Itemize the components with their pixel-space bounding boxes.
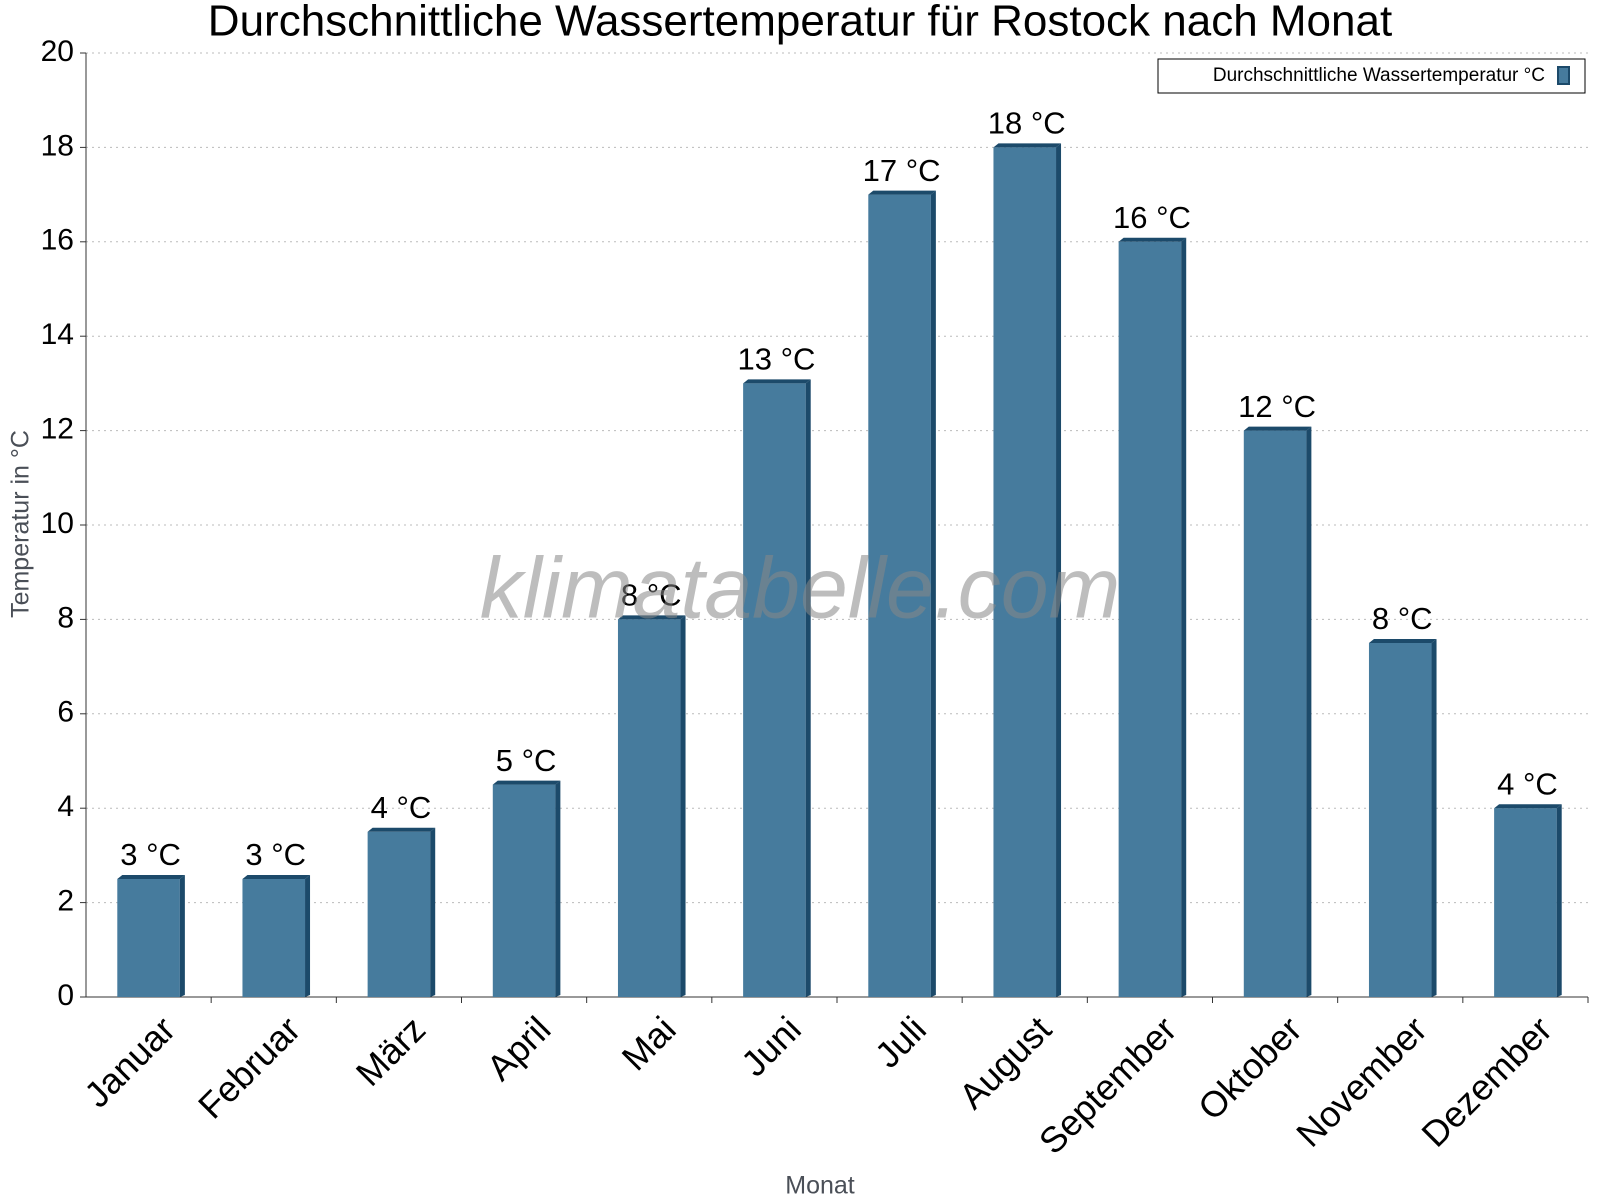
- bar-top: [1243, 426, 1312, 431]
- bar: [617, 615, 686, 997]
- bar-face: [1368, 643, 1432, 997]
- bar-face: [367, 831, 431, 997]
- value-label: 8 °C: [621, 578, 682, 613]
- bar-side: [1431, 639, 1437, 997]
- bar-top: [117, 875, 185, 879]
- bar-top: [1494, 804, 1562, 809]
- x-tick-label: Juni: [733, 1008, 809, 1084]
- legend: Durchschnittliche Wassertemperatur °C: [1157, 58, 1586, 94]
- x-tick-label: Oktober: [1190, 1008, 1310, 1128]
- bar-side: [430, 827, 436, 997]
- bar: [242, 875, 311, 997]
- bar-top: [993, 143, 1062, 148]
- bar: [1494, 804, 1562, 997]
- y-tick-label: 2: [57, 885, 74, 918]
- bar: [1368, 639, 1437, 997]
- value-label: 3 °C: [245, 837, 306, 872]
- x-axis-label: Monat: [785, 1172, 855, 1200]
- bar-side: [555, 780, 561, 997]
- bar-top: [492, 780, 561, 785]
- x-tick-label: September: [1031, 1008, 1185, 1162]
- bar-face: [868, 194, 931, 998]
- bar-side: [1306, 426, 1312, 998]
- bar: [1243, 426, 1312, 998]
- y-tick-label: 6: [57, 696, 74, 729]
- value-label: 4 °C: [371, 790, 432, 825]
- bar-face: [1243, 430, 1307, 998]
- bar-side: [1181, 237, 1187, 998]
- bar-face: [743, 383, 806, 997]
- bar: [492, 780, 561, 997]
- bar: [1118, 237, 1187, 998]
- y-tick-label: 16: [41, 224, 74, 257]
- legend-swatch: [1557, 66, 1570, 85]
- bar-face: [1118, 241, 1182, 998]
- watermark: klimatabelle.com: [480, 541, 1120, 637]
- value-label: 3 °C: [120, 837, 181, 872]
- bar-top: [1118, 237, 1187, 242]
- y-tick-label: 14: [41, 318, 74, 351]
- y-tick-label: 4: [57, 790, 74, 823]
- bar-side: [305, 875, 311, 997]
- x-tick-label: Juli: [867, 1008, 934, 1075]
- bar: [117, 875, 185, 997]
- bar-top: [743, 379, 811, 384]
- bar: [868, 190, 936, 998]
- y-tick-label: 20: [41, 35, 74, 68]
- y-axis-label: Temperatur in °C: [7, 430, 35, 618]
- y-tick-label: 0: [57, 979, 74, 1012]
- value-label: 8 °C: [1372, 601, 1433, 636]
- x-tick-label: März: [348, 1008, 434, 1094]
- bar-side: [930, 190, 936, 998]
- x-tick-label: August: [951, 1008, 1059, 1116]
- bar: [993, 143, 1062, 997]
- bar-top: [868, 190, 936, 195]
- y-tick-label: 8: [57, 601, 74, 634]
- bar-face: [117, 879, 180, 997]
- value-label: 16 °C: [1113, 200, 1191, 235]
- legend-box: [1157, 58, 1586, 94]
- y-tick-label: 18: [41, 129, 74, 162]
- bar-side: [1556, 804, 1562, 997]
- y-tick-label: 12: [41, 413, 74, 446]
- bar-top: [242, 875, 311, 879]
- bar-side: [680, 615, 686, 997]
- x-tick-label: November: [1288, 1008, 1434, 1154]
- legend-label: Durchschnittliche Wassertemperatur °C: [1213, 65, 1545, 86]
- x-tick-label: Januar: [76, 1008, 183, 1115]
- value-label: 18 °C: [988, 106, 1066, 141]
- value-label: 12 °C: [1238, 389, 1316, 424]
- x-tick-label: Mai: [614, 1008, 684, 1078]
- bar-side: [805, 379, 811, 997]
- x-tick-label: April: [479, 1008, 559, 1088]
- bar-top: [367, 827, 436, 832]
- value-label: 4 °C: [1497, 766, 1558, 801]
- bar: [367, 827, 436, 997]
- value-label: 17 °C: [863, 153, 941, 188]
- bar-side: [1056, 143, 1062, 997]
- x-tick-label: Dezember: [1413, 1008, 1559, 1154]
- y-tick-label: 10: [41, 507, 74, 540]
- bar-face: [617, 619, 681, 997]
- bar-face: [492, 784, 556, 997]
- value-label: 13 °C: [737, 342, 815, 377]
- chart-title: Durchschnittliche Wassertemperatur für R…: [208, 0, 1392, 46]
- bar-face: [1494, 808, 1557, 997]
- bar-face: [242, 879, 306, 997]
- x-tick-label: Februar: [190, 1008, 308, 1126]
- bar-face: [993, 147, 1057, 997]
- value-label: 5 °C: [496, 743, 557, 778]
- bar-top: [617, 615, 686, 620]
- bar: [743, 379, 811, 997]
- bar-side: [179, 875, 185, 997]
- bar-top: [1368, 639, 1437, 643]
